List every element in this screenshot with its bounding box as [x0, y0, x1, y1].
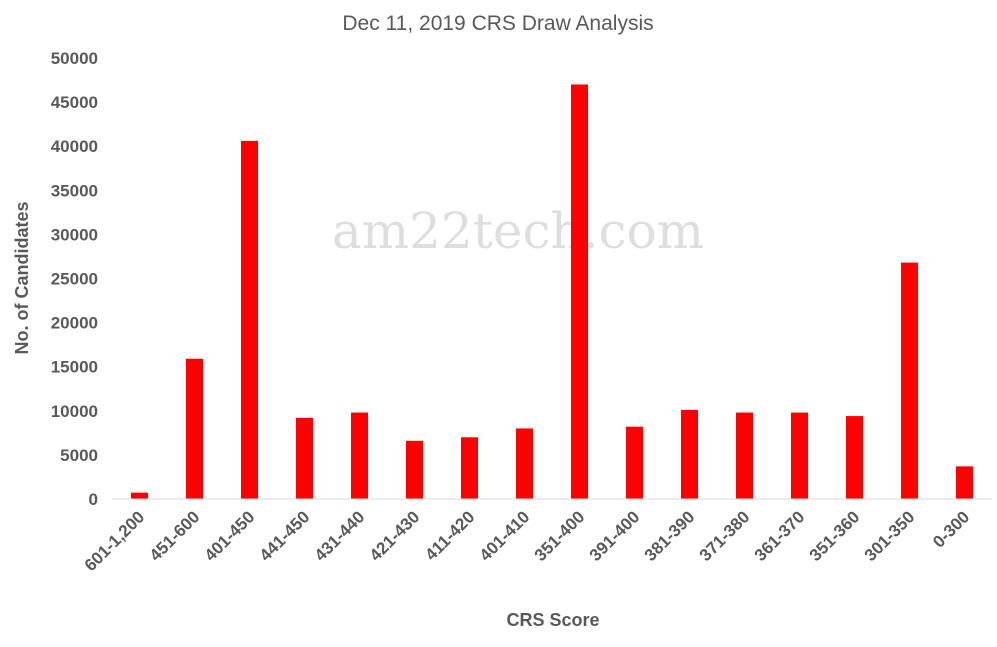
bar [516, 428, 533, 499]
bar [956, 466, 973, 499]
x-tick-label: 361-370 [751, 507, 809, 565]
y-tick-label: 15000 [51, 358, 98, 377]
bar [296, 417, 313, 499]
bar [901, 262, 918, 499]
y-tick-label: 50000 [51, 49, 98, 68]
x-tick-label: 391-400 [586, 507, 644, 565]
bar [186, 358, 203, 499]
x-tick-label: 451-600 [146, 507, 204, 565]
bar [681, 409, 698, 499]
x-tick-label: 351-400 [531, 507, 589, 565]
y-tick-label: 40000 [51, 137, 98, 156]
x-tick-label: 0-300 [929, 507, 973, 551]
watermark-text: am22tech.com [332, 202, 704, 260]
y-tick-label: 20000 [51, 314, 98, 333]
y-tick-label: 10000 [51, 402, 98, 421]
bar [406, 440, 423, 499]
bar [626, 426, 643, 499]
x-tick-label: 381-390 [641, 507, 699, 565]
y-tick-label: 45000 [51, 93, 98, 112]
bar [351, 412, 368, 499]
bar [791, 412, 808, 499]
x-tick-label: 411-420 [421, 507, 478, 564]
y-tick-label: 0 [89, 490, 98, 509]
bars-group [131, 84, 973, 500]
bar [461, 437, 478, 499]
y-axis-label: No. of Candidates [12, 201, 32, 354]
x-tick-label: 371-380 [696, 507, 754, 565]
bar [241, 140, 258, 499]
y-tick-label: 35000 [51, 181, 98, 200]
x-tick-label: 401-450 [201, 507, 259, 565]
bar [131, 492, 148, 499]
x-tick-label: 601-1,200 [81, 507, 149, 575]
bar [571, 84, 588, 500]
y-tick-label: 25000 [51, 270, 98, 289]
x-tick-label: 301-350 [861, 507, 919, 565]
bar [846, 416, 863, 499]
x-tick-label: 401-410 [476, 507, 534, 565]
y-tick-label: 30000 [51, 225, 98, 244]
x-tick-label: 421-430 [366, 507, 424, 565]
y-tick-label: 5000 [60, 446, 98, 465]
y-axis-ticks: 0 5000 10000 15000 20000 25000 30000 35000 40000… [51, 49, 98, 509]
chart-title: Dec 11, 2019 CRS Draw Analysis [342, 12, 653, 35]
x-axis-label: CRS Score [506, 610, 599, 630]
bar [736, 412, 753, 499]
x-tick-label: 351-360 [806, 507, 864, 565]
x-tick-label: 431-440 [311, 507, 369, 565]
x-tick-label: 441-450 [256, 507, 314, 565]
x-axis-ticks: 601-1,200451-600401-450441-450431-440421… [81, 507, 974, 575]
